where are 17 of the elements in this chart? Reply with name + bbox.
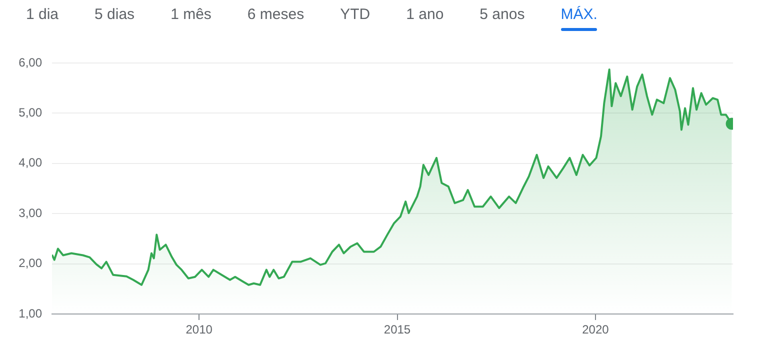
y-tick-label: 5,00 [18, 106, 42, 120]
y-tick-label: 3,00 [18, 206, 42, 220]
x-tick-label: 2015 [384, 322, 411, 337]
text: 5 anos [480, 6, 525, 25]
y-tick-label: 1,00 [18, 306, 42, 320]
text: MÁX. [560, 6, 598, 25]
x-tick-label: 2020 [582, 322, 610, 337]
y-tick-label: 6,00 [18, 55, 42, 70]
y-tick-label: 2,00 [18, 256, 42, 270]
text: 1 dia [26, 6, 59, 25]
text: 5 dias [94, 6, 135, 25]
x-tick-label: 2010 [186, 322, 213, 337]
text: YTD [340, 6, 370, 25]
text: 1 ano [406, 6, 444, 25]
y-tick-label: 4,00 [18, 156, 42, 170]
text: 6 meses [247, 6, 304, 25]
text: 1 mês [170, 6, 212, 25]
